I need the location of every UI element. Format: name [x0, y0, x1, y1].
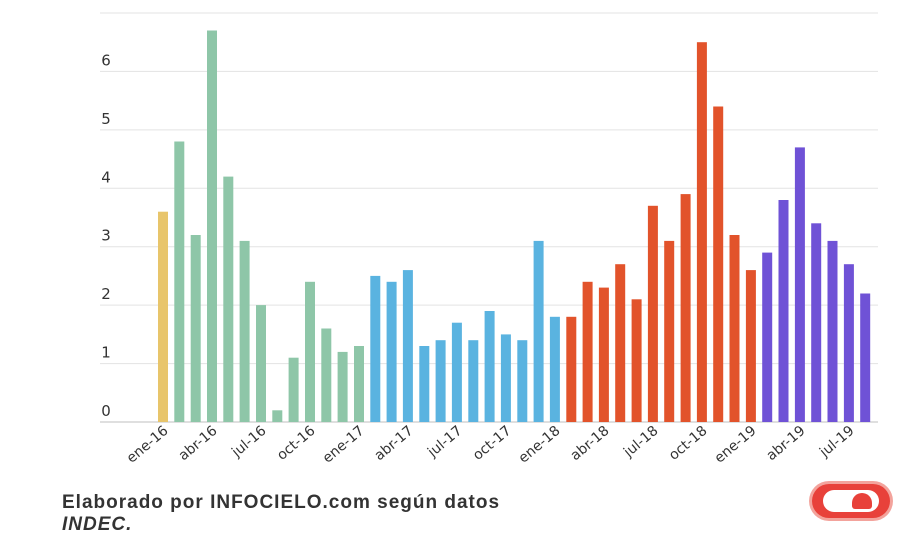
caption-source: INDEC.	[62, 514, 133, 535]
x-tick-label: ene-19	[712, 423, 760, 467]
x-tick-label: ene-16	[124, 423, 172, 467]
y-tick-label: 0	[101, 402, 111, 420]
bar-ene-19	[745, 270, 756, 422]
y-tick-label: 4	[101, 168, 111, 186]
bar-oct-17	[500, 334, 511, 422]
x-tick-label: abr-19	[764, 423, 809, 464]
bar-sep-18	[680, 194, 691, 422]
x-tick-label: oct-16	[274, 423, 319, 464]
bar-nov-18	[713, 106, 724, 422]
bell-icon	[823, 490, 879, 512]
bar-oct-16	[305, 281, 315, 422]
bar-sep-16	[288, 357, 299, 422]
x-tick-label: ene-18	[516, 423, 564, 467]
bar-jul-19	[843, 264, 854, 422]
x-axis-ticks: ene-16 abr-16 jul-16 oct-16 ene-17 abr-17 jul-…	[124, 423, 858, 467]
x-tick-label: jul-18	[620, 423, 661, 461]
bar-abr-19	[794, 147, 805, 422]
bar-undefined	[860, 293, 871, 422]
bar-may-19	[811, 223, 822, 422]
bar-may-16	[223, 176, 234, 422]
y-tick-label: 2	[101, 285, 111, 303]
y-tick-label: 3	[101, 227, 111, 245]
x-tick-label: oct-18	[666, 423, 710, 464]
bar-dic-17	[533, 240, 544, 422]
bar-feb-16	[174, 141, 185, 422]
bar-feb-17	[370, 275, 381, 422]
x-tick-label: jul-17	[424, 423, 465, 461]
bar-feb-19	[762, 252, 773, 422]
y-tick-label: 5	[101, 110, 111, 128]
bar-dic-16	[337, 351, 348, 422]
bar-abr-18	[598, 287, 609, 422]
x-tick-label: abr-16	[176, 423, 221, 464]
bar-ago-18	[664, 240, 675, 422]
bar-feb-18	[566, 316, 577, 422]
bar-ene-18	[549, 316, 560, 422]
y-tick-label: 1	[101, 344, 111, 362]
x-tick-label: oct-17	[470, 423, 514, 464]
y-axis-ticks: 0 1 2 3 4 5 6	[101, 51, 111, 420]
x-tick-label: jul-16	[228, 423, 269, 461]
bar-abr-17	[402, 270, 413, 422]
bar-jul-17	[451, 322, 462, 422]
bar-jun-18	[631, 299, 642, 422]
bar-ago-16	[272, 410, 283, 422]
x-tick-label: ene-17	[320, 423, 368, 467]
bar-ene-17	[354, 346, 364, 422]
x-tick-label: jul-19	[816, 423, 857, 461]
bar-oct-18	[696, 42, 707, 422]
bar-jul-16	[256, 305, 266, 422]
bar-may-17	[419, 346, 430, 422]
bar-jun-19	[827, 240, 838, 422]
bar-nov-17	[517, 340, 528, 422]
bar-abr-16	[207, 30, 217, 422]
bar-mar-18	[582, 281, 593, 422]
bar-dic-18	[729, 235, 740, 422]
bar-ene-16	[158, 211, 168, 422]
notification-bell-button[interactable]	[812, 484, 890, 518]
caption-text: Elaborado por INFOCIELO.com según datos	[62, 492, 501, 513]
source-caption: Elaborado por INFOCIELO.com según datos …	[62, 492, 822, 536]
bars	[158, 30, 871, 422]
x-tick-label: abr-18	[568, 423, 613, 464]
bar-nov-16	[321, 328, 332, 422]
bar-mar-19	[778, 200, 789, 422]
bar-jun-17	[435, 340, 446, 422]
bar-mar-17	[386, 281, 397, 422]
y-tick-label: 6	[101, 51, 111, 69]
bar-jul-18	[647, 205, 658, 422]
bar-ago-17	[468, 340, 479, 422]
x-tick-label: abr-17	[372, 423, 417, 464]
bar-may-18	[615, 264, 626, 422]
bar-sep-17	[484, 311, 495, 422]
bar-mar-16	[190, 235, 201, 422]
bar-jun-16	[239, 240, 250, 422]
